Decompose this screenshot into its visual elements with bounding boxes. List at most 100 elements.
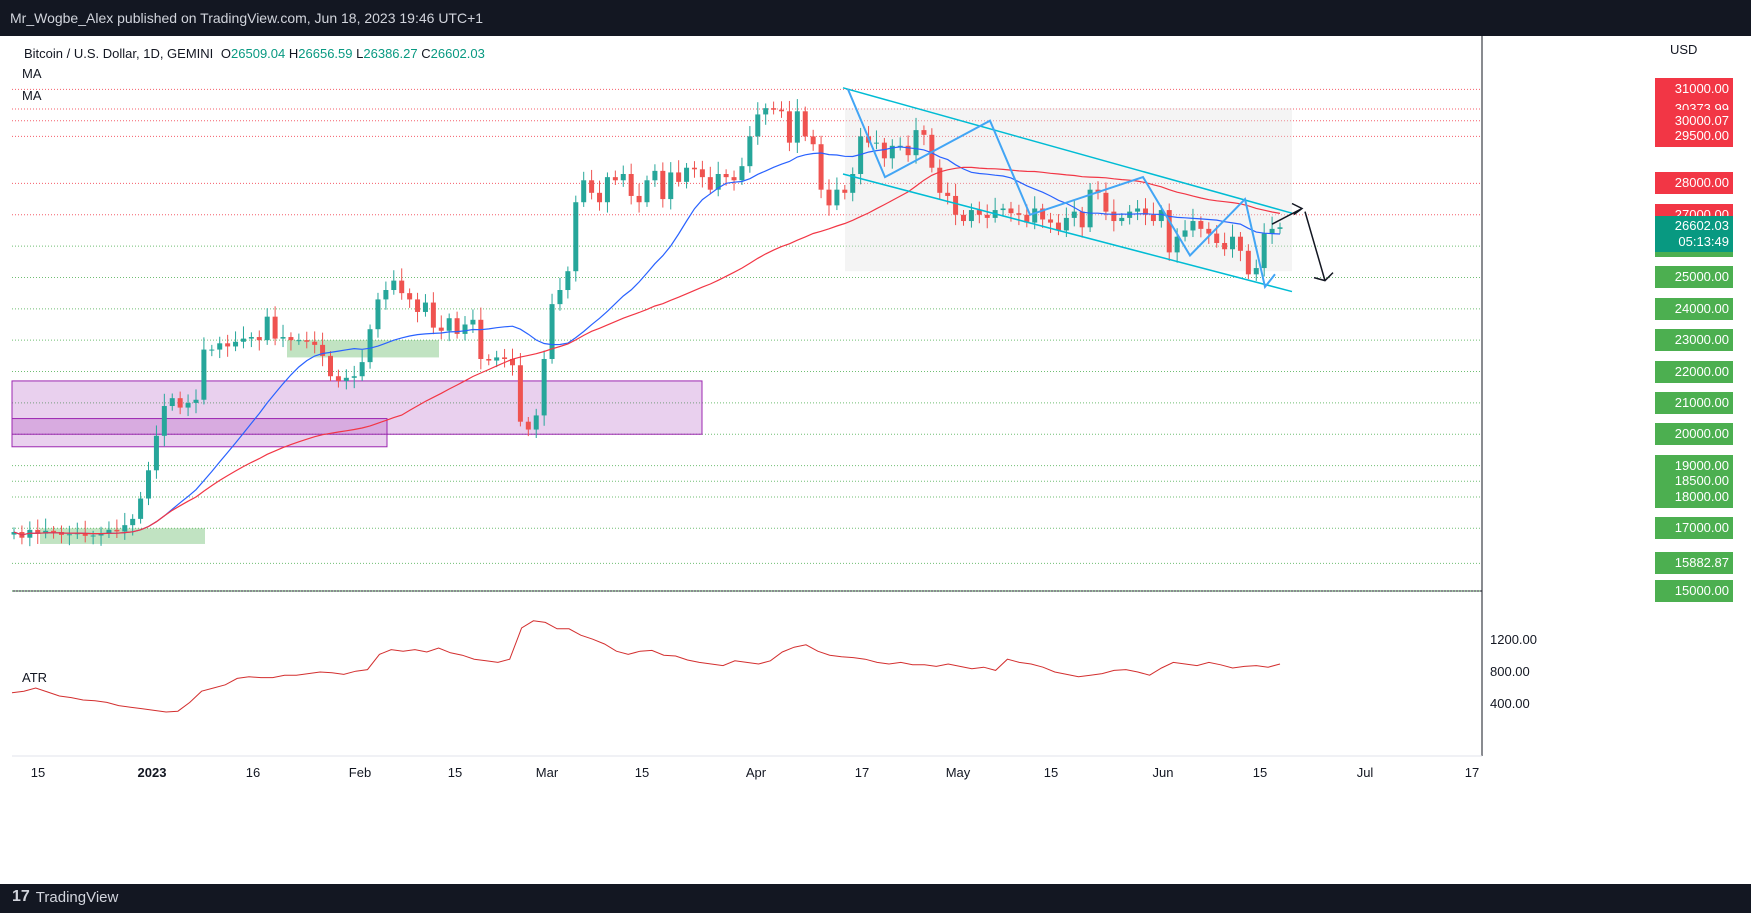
low-value: 26386.27	[363, 46, 418, 61]
candle-body	[810, 136, 816, 145]
chart-canvas[interactable]: 1200.00 800.00 400.00 15 2023 16 Feb 15 Mar 15 Apr…	[0, 36, 1751, 884]
candle-body	[438, 327, 444, 331]
ma-legend-fast[interactable]: MA	[22, 66, 42, 81]
up-arrow-icon	[1271, 202, 1304, 225]
tradingview-brand: TradingView	[35, 888, 119, 906]
demand-zone	[11, 380, 703, 435]
candle-body	[1048, 219, 1054, 223]
candle-body	[90, 535, 96, 537]
support-level-tag[interactable]: 20000.00	[1655, 423, 1733, 446]
ma-fast-line	[13, 146, 1281, 536]
ma-legend-slow[interactable]: MA	[22, 88, 42, 103]
support-level-tag[interactable]: 15000.00	[1655, 580, 1733, 602]
candle-body	[699, 169, 705, 178]
candle-body	[1222, 242, 1228, 250]
candle-body	[312, 341, 318, 345]
candle-body	[620, 174, 626, 181]
symbol-name: Bitcoin / U.S. Dollar, 1D, GEMINI	[24, 46, 214, 61]
candle-body	[106, 529, 112, 534]
atr-legend[interactable]: ATR	[22, 670, 48, 685]
candle-body	[771, 108, 777, 110]
candle-body	[359, 362, 365, 377]
candle-body	[779, 109, 785, 112]
candle-body	[945, 192, 951, 196]
candle-body	[146, 470, 152, 499]
support-level-tag[interactable]: 25000.00	[1655, 266, 1733, 289]
candle-body	[597, 192, 603, 203]
candle-body	[217, 343, 223, 350]
open-label: O	[220, 46, 232, 61]
candle-body	[921, 130, 927, 135]
time-tick-label: 16	[246, 765, 260, 780]
candle-body	[138, 498, 144, 519]
candle-body	[193, 399, 199, 403]
support-level-tag[interactable]: 17000.00	[1655, 517, 1733, 540]
candle-body	[652, 170, 658, 181]
high-label: H	[288, 46, 299, 61]
candle-body	[628, 174, 634, 196]
candle-body	[937, 167, 943, 193]
candle-body	[375, 299, 381, 330]
candle-body	[248, 337, 254, 339]
support-level-tag[interactable]: 18000.00	[1655, 485, 1733, 508]
candle-body	[35, 529, 41, 534]
candle-body	[1119, 217, 1125, 222]
tradingview-logo[interactable]: 17 TradingView	[12, 888, 118, 906]
current-price-tag[interactable]: 26602.03 05:13:49	[1655, 216, 1733, 253]
candle-body	[834, 189, 840, 206]
candle-body	[802, 111, 808, 137]
candle-body	[953, 195, 959, 215]
candle-body	[1182, 230, 1188, 237]
candle-body	[913, 130, 919, 156]
consolidation-zone	[40, 528, 205, 544]
candle-body	[715, 174, 721, 190]
candle-body	[541, 358, 547, 416]
time-tick-label: Mar	[536, 765, 559, 780]
time-tick-label: Jul	[1357, 765, 1374, 780]
candle-body	[288, 337, 294, 341]
candle-body	[407, 293, 413, 300]
candle-body	[320, 344, 326, 356]
currency-label[interactable]: USD	[1670, 42, 1698, 57]
candle-body	[961, 214, 966, 222]
candle-body	[415, 299, 421, 312]
candle-body	[549, 304, 555, 359]
candle-body	[343, 377, 349, 381]
atr-tick-label: 1200.00	[1490, 632, 1537, 647]
candle-body	[462, 324, 468, 334]
chart-frame[interactable]: 1200.00 800.00 400.00 15 2023 16 Feb 15 Mar 15 Apr…	[0, 36, 1751, 884]
candle-body	[763, 108, 769, 115]
candle-body	[446, 318, 452, 331]
resistance-level-tag[interactable]: 29500.00	[1655, 125, 1733, 148]
channel-upper-line	[842, 87, 1293, 214]
support-level-tag[interactable]: 15882.87	[1655, 552, 1733, 575]
candle-body	[684, 167, 690, 182]
candle-body	[1206, 228, 1212, 234]
candle-body	[470, 319, 476, 325]
candle-body	[525, 421, 531, 430]
candle-body	[644, 180, 650, 203]
candle-body	[51, 530, 57, 533]
candle-body	[430, 302, 436, 328]
candle-body	[533, 415, 539, 430]
candle-body	[1135, 208, 1141, 212]
support-level-tag[interactable]: 22000.00	[1655, 360, 1733, 383]
time-tick-label: 17	[1465, 765, 1479, 780]
support-level-tag[interactable]: 23000.00	[1655, 329, 1733, 352]
time-tick-label: 17	[855, 765, 869, 780]
candle-body	[1230, 236, 1236, 250]
resistance-level-tag[interactable]: 28000.00	[1655, 172, 1733, 195]
candle-body	[256, 337, 262, 341]
candle-body	[1150, 214, 1156, 222]
candle-body	[1016, 213, 1022, 215]
support-level-tag[interactable]: 21000.00	[1655, 391, 1733, 414]
candle-body	[1071, 211, 1077, 218]
atr-tick-label: 400.00	[1490, 696, 1530, 711]
candle-body	[897, 145, 903, 147]
candle-body	[1190, 221, 1196, 231]
candle-body	[296, 340, 302, 342]
current-price-value: 26602.03	[1674, 218, 1729, 234]
support-level-tag[interactable]: 24000.00	[1655, 297, 1733, 320]
resistance-level-tag[interactable]: 31000.00	[1655, 78, 1733, 101]
tradingview-logo-icon: 17	[12, 888, 30, 905]
